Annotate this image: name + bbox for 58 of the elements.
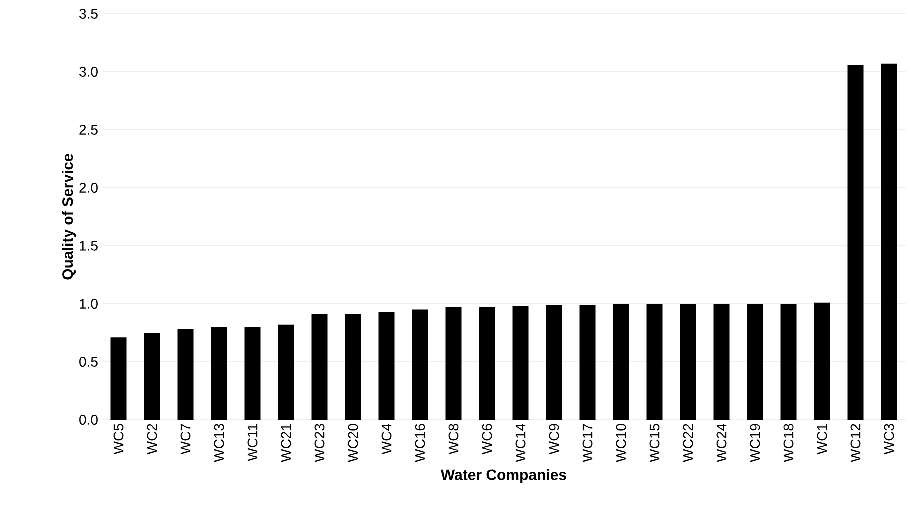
x-tick-label: WC13 bbox=[214, 424, 224, 462]
bar bbox=[446, 307, 462, 420]
bar bbox=[780, 304, 797, 420]
bar bbox=[814, 302, 830, 420]
bar bbox=[278, 324, 294, 420]
x-tick-label: WC18 bbox=[784, 424, 794, 462]
bar bbox=[881, 64, 898, 420]
y-tick-label: 2.5 bbox=[80, 125, 98, 135]
bar bbox=[680, 304, 696, 420]
bar bbox=[479, 307, 496, 420]
x-tick-label: WC23 bbox=[314, 424, 325, 462]
bar bbox=[312, 314, 328, 420]
x-tick-label: WC11 bbox=[248, 424, 258, 462]
y-tick-label: 3.0 bbox=[80, 67, 98, 77]
x-axis-title: Water Companies bbox=[440, 469, 566, 484]
bar bbox=[412, 310, 428, 420]
x-tick-label: WC8 bbox=[448, 424, 459, 455]
x-tick-label: WC7 bbox=[180, 424, 191, 455]
x-tick-label: WC3 bbox=[884, 424, 894, 455]
y-tick-label: 2.0 bbox=[80, 183, 98, 193]
y-tick-label: 1.0 bbox=[80, 299, 98, 309]
x-tick-label: WC6 bbox=[482, 424, 492, 455]
x-tick-label: WC1 bbox=[817, 424, 828, 455]
x-tick-label: WC17 bbox=[582, 424, 593, 462]
x-tick-label: WC12 bbox=[850, 424, 861, 462]
bar bbox=[110, 338, 127, 420]
x-tick-label: WC19 bbox=[750, 424, 760, 462]
x-tick-label: WC21 bbox=[281, 424, 292, 462]
x-tick-label: WC16 bbox=[415, 424, 426, 462]
x-tick-label: WC4 bbox=[382, 424, 392, 455]
bar bbox=[714, 304, 730, 420]
bar bbox=[613, 304, 630, 420]
x-tick-label: WC15 bbox=[650, 424, 660, 462]
x-tick-label: WC22 bbox=[683, 424, 694, 462]
y-tick-label: 1.5 bbox=[80, 241, 98, 251]
bar bbox=[178, 330, 194, 420]
bar bbox=[747, 304, 764, 420]
x-tick-label: WC10 bbox=[616, 424, 626, 462]
x-tick-label: WC20 bbox=[348, 424, 358, 462]
x-tick-label: WC2 bbox=[147, 424, 158, 455]
bar bbox=[848, 65, 864, 420]
bar bbox=[211, 327, 228, 420]
y-tick-label: 0.0 bbox=[80, 415, 98, 425]
bar bbox=[345, 314, 362, 420]
x-tick-label: WC14 bbox=[516, 424, 526, 462]
bar bbox=[512, 306, 529, 420]
bar bbox=[244, 327, 261, 420]
bar bbox=[144, 333, 160, 420]
bar bbox=[580, 305, 596, 420]
y-axis-title: Quality of Service bbox=[62, 154, 76, 280]
bar bbox=[546, 305, 562, 420]
x-tick-label: WC24 bbox=[716, 424, 727, 462]
bar bbox=[646, 304, 663, 420]
bar bbox=[378, 312, 395, 420]
y-tick-label: 3.5 bbox=[80, 9, 98, 19]
x-tick-label: WC5 bbox=[114, 424, 124, 455]
y-tick-label: 0.5 bbox=[80, 357, 98, 367]
x-tick-label: WC9 bbox=[549, 424, 560, 455]
